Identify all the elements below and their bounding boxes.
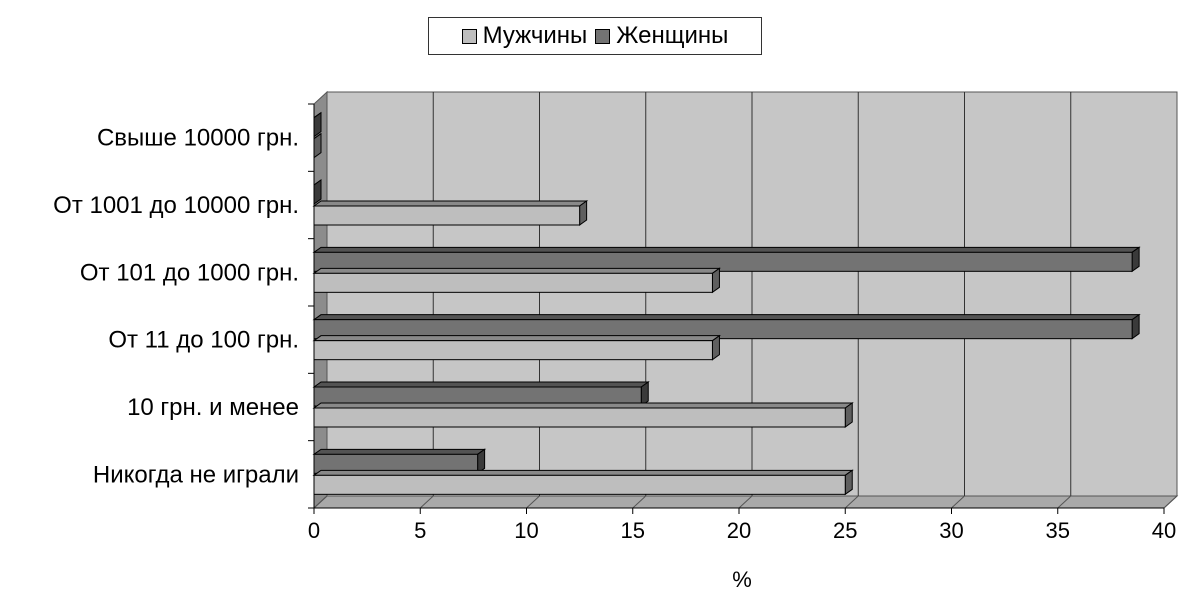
- x-tick-label: 20: [727, 518, 751, 543]
- x-tick-label: 35: [1046, 518, 1070, 543]
- y-category-label: От 1001 до 10000 грн.: [53, 192, 299, 219]
- x-tick-label: 10: [514, 518, 538, 543]
- y-category-label: 10 грн. и менее: [127, 394, 299, 421]
- floor-line: [526, 495, 540, 509]
- floor-line: [1057, 495, 1072, 509]
- bar-top: [312, 200, 589, 207]
- bar-men: [312, 469, 854, 496]
- floor-line: [1163, 495, 1178, 509]
- bar-women: [312, 448, 487, 475]
- bar-top: [312, 448, 487, 455]
- y-category-label: От 101 до 1000 грн.: [80, 259, 299, 286]
- y-category-label: От 11 до 100 грн.: [108, 327, 299, 354]
- x-tick-label: 25: [833, 518, 857, 543]
- x-tick-label: 0: [308, 518, 320, 543]
- bar-top: [312, 314, 1141, 321]
- bar-front: [313, 340, 713, 361]
- y-category-labels: Никогда не играли 10 грн. и менее От 11 до…: [53, 125, 299, 489]
- floor-line: [844, 495, 859, 509]
- bar-top: [312, 469, 854, 476]
- bar-men: [312, 267, 721, 294]
- bar-women: [312, 381, 650, 407]
- x-tick-label: 5: [414, 518, 426, 543]
- bar-top: [312, 335, 721, 342]
- legend-item-women: Женщины: [595, 22, 728, 50]
- floor-line: [632, 495, 647, 509]
- floor-line: [738, 495, 753, 509]
- plot-walls: [312, 90, 1179, 510]
- legend-label-men: Мужчины: [482, 22, 588, 49]
- floor-line: [313, 495, 328, 509]
- x-tick-label: 30: [939, 518, 963, 543]
- x-axis-label: %: [732, 567, 752, 589]
- y-category-label: Никогда не играли: [93, 461, 299, 488]
- bar-top: [312, 402, 854, 409]
- bar-women: [312, 313, 1141, 340]
- bar-front: [313, 407, 846, 428]
- bar-men: [312, 402, 854, 428]
- floor-line: [419, 495, 434, 509]
- legend-label-women: Женщины: [616, 22, 729, 49]
- bar-women: [312, 246, 1141, 273]
- floor-line: [951, 495, 965, 509]
- y-category-label: Свыше 10000 грн.: [97, 125, 299, 152]
- bar-men: [312, 334, 721, 361]
- x-tick-label: 15: [621, 518, 645, 543]
- bar-front: [313, 474, 846, 495]
- legend-swatch-men: [461, 28, 477, 44]
- bar-front: [313, 272, 713, 293]
- bar-men: [312, 200, 589, 226]
- bar-front: [313, 205, 581, 226]
- bar-top: [312, 246, 1141, 253]
- legend-item-men: Мужчины: [461, 22, 588, 50]
- x-tick-label: 40: [1152, 518, 1176, 543]
- bar-top: [312, 381, 650, 388]
- axes: [308, 103, 1165, 514]
- gridlines: [313, 92, 1178, 509]
- legend-swatch-women: [595, 28, 611, 44]
- bar-top: [312, 267, 721, 274]
- legend: Мужчины Женщины: [428, 17, 762, 55]
- bars: [312, 111, 1141, 496]
- x-tick-labels: 0 5 10 15 20 25 30 35 40: [308, 518, 1176, 543]
